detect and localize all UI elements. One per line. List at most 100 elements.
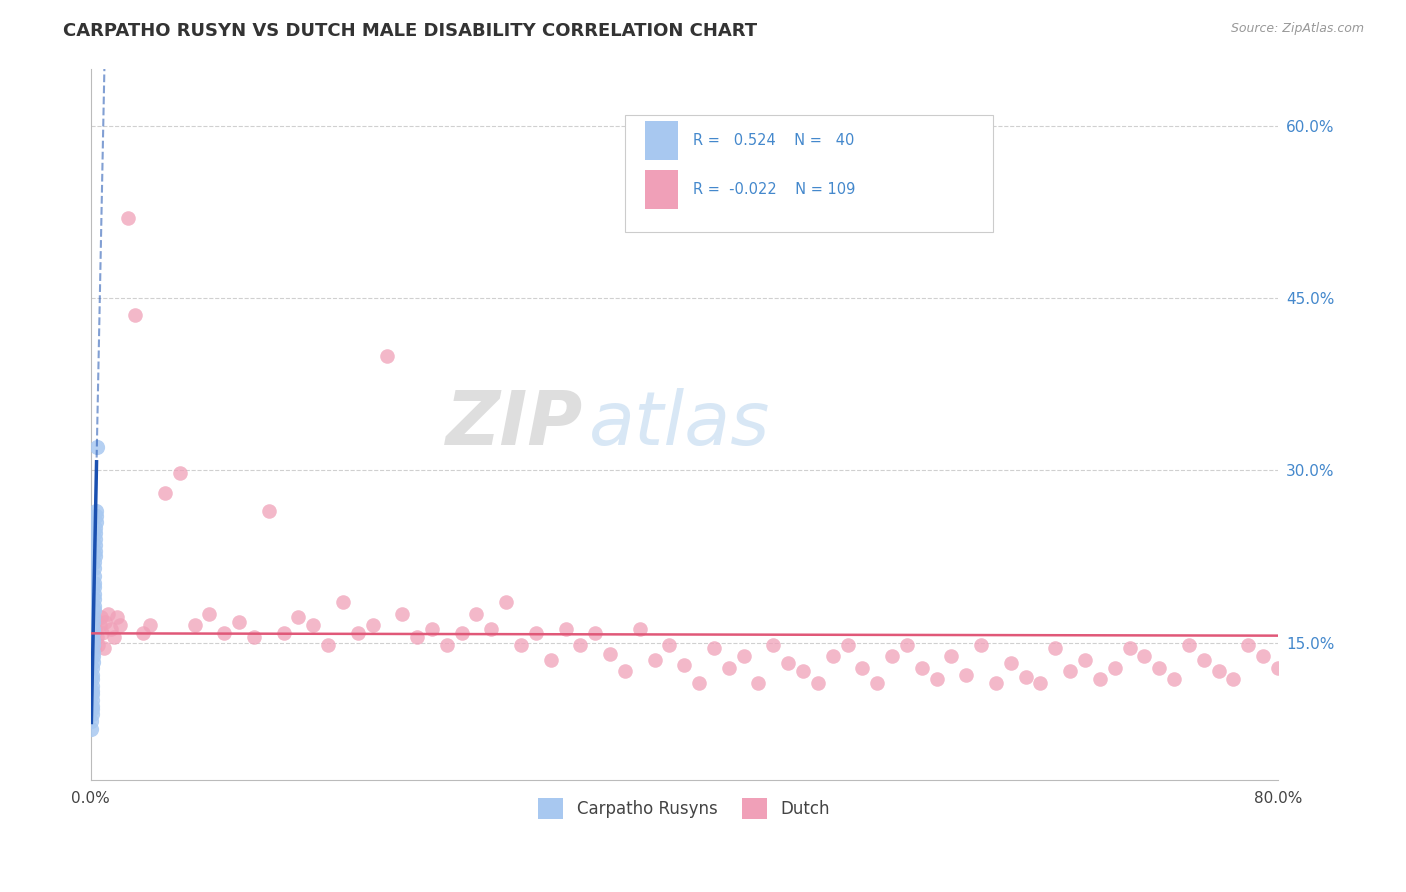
- Point: [80, 722, 103, 736]
- Text: CARPATHO RUSYN VS DUTCH MALE DISABILITY CORRELATION CHART: CARPATHO RUSYN VS DUTCH MALE DISABILITY …: [63, 22, 758, 40]
- Point: [83, 561, 105, 575]
- Point: [83, 575, 105, 590]
- Point: [273, 626, 295, 640]
- Point: [105, 610, 128, 624]
- Point: [970, 638, 993, 652]
- Point: [1385, 630, 1406, 644]
- Point: [287, 610, 309, 624]
- Point: [1222, 673, 1244, 687]
- Point: [80, 706, 103, 721]
- Point: [90, 610, 112, 624]
- Point: [880, 649, 903, 664]
- Point: [124, 309, 146, 323]
- Text: R =   0.524    N =   40: R = 0.524 N = 40: [693, 133, 853, 148]
- Point: [1163, 673, 1185, 687]
- Point: [599, 647, 621, 661]
- Point: [332, 595, 354, 609]
- Point: [131, 626, 153, 640]
- Point: [80, 714, 103, 728]
- Point: [1312, 649, 1334, 664]
- Point: [82, 622, 104, 636]
- Point: [479, 622, 502, 636]
- Point: [792, 665, 814, 679]
- Point: [82, 633, 104, 648]
- Point: [82, 667, 104, 681]
- Point: [82, 655, 104, 669]
- Point: [82, 649, 104, 664]
- Point: [243, 630, 266, 644]
- Point: [1014, 670, 1036, 684]
- Point: [361, 618, 384, 632]
- Point: [82, 615, 104, 629]
- Point: [391, 607, 413, 621]
- Point: [717, 661, 740, 675]
- Point: [80, 698, 103, 713]
- Point: [84, 622, 107, 636]
- Point: [688, 675, 710, 690]
- Point: [83, 626, 105, 640]
- Point: [778, 656, 800, 670]
- Point: [212, 626, 235, 640]
- Point: [83, 603, 105, 617]
- Point: [554, 622, 576, 636]
- Point: [100, 622, 122, 636]
- Point: [911, 661, 934, 675]
- Point: [1147, 661, 1170, 675]
- Point: [644, 653, 666, 667]
- Point: [228, 615, 250, 629]
- Point: [1045, 641, 1067, 656]
- Point: [1088, 673, 1111, 687]
- Point: [1118, 641, 1140, 656]
- FancyBboxPatch shape: [645, 121, 678, 161]
- Point: [1371, 618, 1393, 632]
- Point: [82, 626, 104, 640]
- Point: [925, 673, 948, 687]
- Point: [84, 509, 107, 524]
- Point: [1059, 665, 1081, 679]
- Point: [1029, 675, 1052, 690]
- Point: [257, 503, 280, 517]
- Point: [86, 630, 108, 644]
- Point: [82, 673, 104, 687]
- Point: [83, 591, 105, 606]
- Point: [84, 613, 107, 627]
- Point: [524, 626, 547, 640]
- Point: [84, 521, 107, 535]
- Point: [1296, 638, 1319, 652]
- Point: [628, 622, 651, 636]
- Point: [83, 599, 105, 613]
- Text: ZIP: ZIP: [446, 388, 583, 461]
- FancyBboxPatch shape: [624, 115, 993, 232]
- Text: R =  -0.022    N = 109: R = -0.022 N = 109: [693, 182, 855, 197]
- Point: [80, 630, 103, 644]
- Point: [82, 638, 104, 652]
- Point: [1074, 653, 1097, 667]
- Point: [465, 607, 488, 621]
- Point: [658, 638, 681, 652]
- Point: [80, 687, 103, 701]
- Point: [420, 622, 443, 636]
- Point: [82, 618, 104, 632]
- Legend: Carpatho Rusyns, Dutch: Carpatho Rusyns, Dutch: [531, 792, 837, 825]
- Point: [821, 649, 844, 664]
- Point: [747, 675, 769, 690]
- Point: [82, 633, 104, 648]
- Point: [153, 486, 176, 500]
- Text: atlas: atlas: [589, 388, 770, 460]
- Point: [94, 615, 117, 629]
- Point: [510, 638, 533, 652]
- Text: Source: ZipAtlas.com: Source: ZipAtlas.com: [1230, 22, 1364, 36]
- Point: [87, 638, 110, 652]
- Point: [83, 543, 105, 558]
- Point: [837, 638, 859, 652]
- Point: [183, 618, 205, 632]
- Point: [80, 693, 103, 707]
- Point: [866, 675, 889, 690]
- Point: [84, 515, 107, 529]
- Point: [80, 624, 103, 638]
- Point: [117, 211, 139, 225]
- Point: [569, 638, 592, 652]
- Point: [97, 607, 120, 621]
- Point: [83, 555, 105, 569]
- Point: [89, 618, 111, 632]
